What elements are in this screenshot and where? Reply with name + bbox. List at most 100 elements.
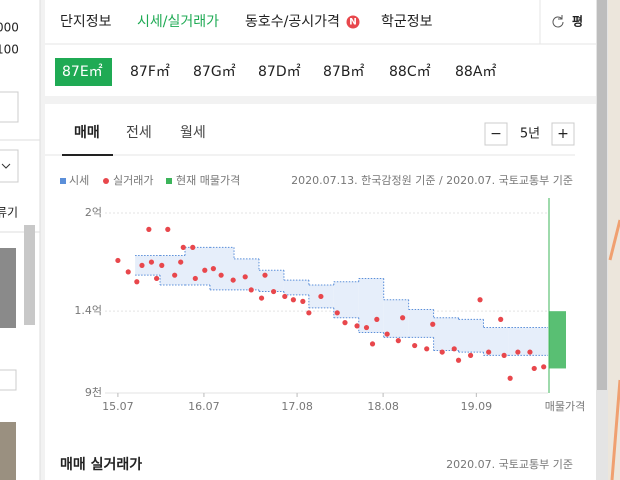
area-chip[interactable]: 88A㎡ bbox=[455, 64, 496, 80]
thumbnail[interactable] bbox=[0, 422, 16, 480]
minus-button[interactable] bbox=[484, 122, 508, 146]
x-tick-label: 16.07 bbox=[188, 400, 220, 413]
trade-point bbox=[115, 257, 121, 264]
trade-point bbox=[180, 244, 186, 250]
tab[interactable]: 시세/실거래가 bbox=[137, 14, 219, 30]
area-chip[interactable]: 87D㎡ bbox=[258, 64, 301, 80]
trade-point bbox=[354, 323, 360, 329]
current-range bbox=[549, 311, 566, 369]
thumbnail[interactable] bbox=[0, 248, 16, 328]
chevron-icon bbox=[1, 163, 11, 169]
trade-point bbox=[190, 244, 196, 250]
section-source: 2020.07. 국토교통부 기준 bbox=[446, 458, 573, 471]
trade-point bbox=[430, 321, 436, 327]
trade-point bbox=[282, 293, 288, 300]
trade-point bbox=[300, 298, 306, 304]
tab[interactable]: 단지정보 bbox=[60, 14, 112, 30]
band-fill bbox=[283, 280, 309, 295]
trade-point bbox=[134, 279, 140, 285]
trade-point bbox=[486, 349, 492, 355]
trade-point bbox=[248, 287, 254, 293]
x-tick-label: 18.08 bbox=[367, 400, 399, 413]
trade-point bbox=[363, 324, 370, 331]
trade-point bbox=[374, 316, 380, 322]
badge bbox=[346, 15, 360, 29]
map-road bbox=[608, 219, 620, 480]
trade-point bbox=[384, 331, 390, 337]
trade-point bbox=[412, 342, 418, 349]
sidebar-text: 류기 bbox=[0, 206, 18, 220]
band-fill bbox=[458, 319, 484, 353]
header-panel bbox=[45, 0, 596, 96]
trade-point bbox=[172, 272, 178, 278]
trade-point bbox=[230, 277, 236, 283]
trade-point bbox=[178, 259, 184, 265]
area-chip[interactable]: 87E㎡ bbox=[62, 64, 103, 80]
trade-point bbox=[498, 316, 504, 322]
badge-label: N bbox=[349, 18, 357, 28]
legend-label: 시세 bbox=[69, 174, 89, 187]
trade-point bbox=[306, 310, 312, 316]
tab[interactable]: 학군정보 bbox=[381, 14, 433, 30]
trade-tab[interactable]: 매매 bbox=[74, 125, 100, 141]
band-fill bbox=[408, 309, 434, 338]
trade-point bbox=[139, 262, 145, 268]
area-chip[interactable]: 87B㎡ bbox=[323, 64, 364, 80]
trade-point bbox=[154, 275, 160, 282]
sidebar-text: 000 bbox=[0, 21, 19, 35]
trade-tab[interactable]: 전세 bbox=[126, 125, 152, 141]
y-tick-label: 1.4억 bbox=[74, 304, 102, 317]
sidebar-box[interactable] bbox=[0, 91, 19, 123]
trade-point bbox=[165, 226, 171, 232]
trade-point bbox=[202, 267, 208, 273]
trade-point bbox=[334, 310, 340, 316]
trade-point bbox=[451, 346, 457, 352]
band-fill bbox=[234, 258, 259, 290]
scrollbar[interactable] bbox=[24, 225, 35, 325]
plus-button[interactable] bbox=[551, 122, 575, 146]
plus-label: + bbox=[557, 126, 569, 142]
legend-label: 현재 매물가격 bbox=[176, 174, 240, 187]
trade-point bbox=[290, 297, 296, 303]
trade-point bbox=[439, 349, 445, 355]
trade-point bbox=[369, 341, 376, 347]
legend-swatch bbox=[60, 178, 66, 184]
band-fill bbox=[135, 255, 161, 276]
y-tick-label: 2억 bbox=[85, 206, 102, 219]
current-label: 매물가격 bbox=[545, 400, 585, 413]
legend-swatch bbox=[166, 178, 172, 184]
period-value: 5년 bbox=[520, 127, 540, 142]
area-chip[interactable]: 87F㎡ bbox=[130, 64, 170, 80]
trade-tab[interactable]: 월세 bbox=[180, 125, 206, 141]
trade-point bbox=[125, 269, 131, 275]
sidebar-select[interactable] bbox=[0, 149, 19, 183]
trade-point bbox=[455, 357, 462, 363]
band-fill bbox=[258, 270, 284, 292]
minus-label: − bbox=[490, 126, 502, 142]
trade-point bbox=[531, 365, 537, 372]
area-chip[interactable]: 88C㎡ bbox=[389, 64, 431, 80]
refresh-icon bbox=[552, 15, 564, 28]
trade-point bbox=[541, 364, 547, 370]
trade-point bbox=[395, 338, 401, 344]
unit-button[interactable]: 평 bbox=[572, 15, 583, 29]
chart-source: 2020.07.13. 한국감정원 기준 / 2020.07. 국토교통부 기준 bbox=[291, 174, 573, 187]
trade-point bbox=[342, 320, 348, 326]
trade-point bbox=[467, 352, 474, 358]
scrollbar[interactable] bbox=[597, 0, 607, 390]
band-fill bbox=[358, 278, 384, 333]
trade-point bbox=[515, 349, 521, 355]
trade-point bbox=[262, 272, 268, 278]
tab[interactable]: 동호수/공시가격 bbox=[245, 14, 340, 30]
sidebar-box[interactable] bbox=[0, 369, 17, 391]
area-chip[interactable]: 87G㎡ bbox=[193, 64, 236, 80]
trade-point bbox=[258, 295, 265, 301]
x-tick-label: 19.09 bbox=[461, 400, 493, 413]
trade-point bbox=[527, 349, 533, 355]
y-tick-label: 9천 bbox=[85, 385, 102, 399]
chip-bg[interactable] bbox=[55, 58, 112, 86]
trade-point bbox=[400, 315, 406, 321]
trade-point bbox=[270, 288, 277, 295]
trade-point bbox=[424, 346, 430, 352]
x-tick-label: 17.08 bbox=[281, 400, 313, 413]
